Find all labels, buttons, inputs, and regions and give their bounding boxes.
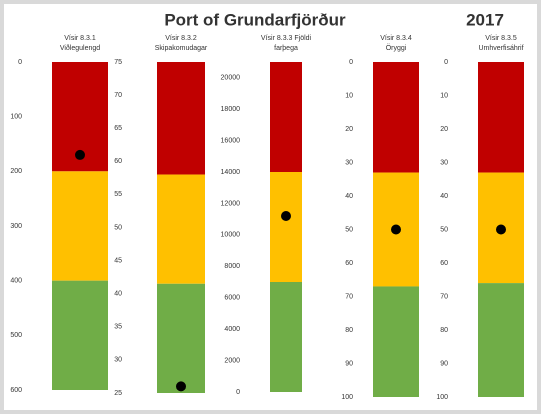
y-tick-label: 75 (114, 59, 122, 66)
y-tick-label: 600 (10, 387, 22, 394)
y-tick-label: 80 (440, 327, 448, 334)
y-tick-label: 50 (345, 226, 353, 233)
y-tick-label: 30 (345, 159, 353, 166)
y-tick-label: 10 (345, 92, 353, 99)
y-tick-label: 30 (114, 357, 122, 364)
y-tick-label: 50 (114, 224, 122, 231)
y-tick-label: 20000 (221, 75, 241, 82)
subtitle: Umhverfisáhrif (478, 45, 523, 52)
y-tick-label: 4000 (224, 326, 240, 333)
year: 2017 (466, 10, 504, 29)
y-tick-label: 80 (345, 327, 353, 334)
value-dot (176, 381, 186, 392)
y-tick-label: 14000 (221, 169, 241, 176)
band (157, 62, 205, 175)
y-tick-label: 40 (114, 291, 122, 298)
chart-title: Port of Grundarfjörður (164, 10, 346, 29)
band (373, 62, 419, 173)
band (52, 171, 108, 281)
value-dot (391, 224, 401, 235)
y-tick-label: 25 (114, 390, 122, 397)
band (270, 172, 302, 282)
y-tick-label: 60 (345, 260, 353, 267)
y-tick-label: 70 (440, 293, 448, 300)
subtitle: Vísir 8.3.5 (485, 35, 517, 42)
y-tick-label: 10 (440, 92, 448, 99)
y-tick-label: 2000 (224, 357, 240, 364)
y-tick-label: 90 (345, 360, 353, 367)
y-tick-label: 6000 (224, 295, 240, 302)
subtitle: Öryggi (386, 44, 407, 52)
y-tick-label: 0 (349, 59, 353, 66)
band (270, 282, 302, 392)
value-dot (75, 149, 85, 160)
y-tick-label: 500 (10, 332, 22, 339)
subtitle: Viðlegulengd (60, 44, 100, 52)
y-tick-label: 400 (10, 278, 22, 285)
y-tick-label: 70 (345, 293, 353, 300)
y-tick-label: 100 (341, 394, 353, 401)
band (157, 283, 205, 393)
y-tick-label: 100 (10, 114, 22, 121)
y-tick-label: 60 (114, 158, 122, 165)
band (157, 174, 205, 284)
y-tick-label: 45 (114, 257, 122, 264)
value-dot (496, 224, 506, 235)
y-tick-label: 20 (345, 126, 353, 133)
band (373, 286, 419, 397)
y-tick-label: 18000 (221, 106, 241, 113)
y-tick-label: 8000 (224, 263, 240, 270)
y-tick-label: 90 (440, 360, 448, 367)
band (52, 280, 108, 390)
band (270, 62, 302, 172)
y-tick-label: 16000 (221, 137, 241, 144)
y-tick-label: 0 (236, 389, 240, 396)
y-tick-label: 20 (440, 126, 448, 133)
y-tick-label: 200 (10, 168, 22, 175)
y-tick-label: 65 (114, 125, 122, 132)
y-tick-label: 10000 (221, 232, 241, 239)
y-tick-label: 40 (345, 193, 353, 200)
subtitle: Skipakomudagar (155, 45, 208, 52)
y-tick-label: 70 (114, 92, 122, 99)
subtitle: farþega (274, 45, 298, 52)
subtitle: Vísir 8.3.1 (64, 35, 96, 42)
y-tick-label: 60 (440, 260, 448, 267)
y-tick-label: 300 (10, 223, 22, 230)
y-tick-label: 30 (440, 159, 448, 166)
y-tick-label: 0 (18, 59, 22, 66)
subtitle: Vísir 8.3.2 (165, 35, 197, 42)
value-dot (281, 211, 291, 221)
y-tick-label: 100 (436, 394, 448, 401)
band (478, 283, 524, 397)
subtitle: Vísir 8.3.4 (380, 35, 412, 42)
band (478, 62, 524, 173)
y-tick-label: 40 (440, 193, 448, 200)
y-tick-label: 0 (444, 59, 448, 66)
y-tick-label: 55 (114, 191, 122, 198)
y-tick-label: 50 (440, 226, 448, 233)
y-tick-label: 35 (114, 324, 122, 331)
y-tick-label: 12000 (221, 200, 241, 207)
subtitle: Vísir 8.3.3 Fjöldi (261, 35, 312, 42)
